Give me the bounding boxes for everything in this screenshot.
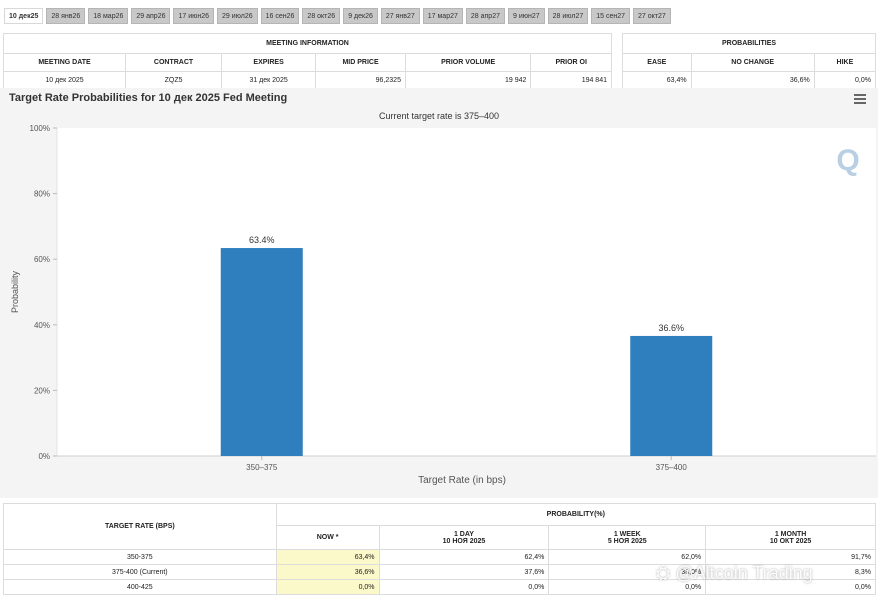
cell-now: 63,4% (275, 549, 380, 565)
period-header-date: 5 НОЯ 2025 (607, 537, 647, 545)
mid-price-value: 96,2325 (315, 71, 406, 90)
tab-meeting-15[interactable]: 27 окт27 (633, 8, 671, 24)
period-header-date: 10 ОКТ 2025 (769, 537, 812, 545)
cell-day: 0,0% (378, 579, 550, 595)
tab-meeting-3[interactable]: 29 апр26 (131, 8, 171, 24)
cell-rate: 375-400 (Current) (3, 564, 277, 580)
period-header-label: 1 MONTH (774, 530, 807, 538)
tab-meeting-4[interactable]: 17 июн26 (173, 8, 215, 24)
x-tick-label: 375–400 (656, 463, 688, 472)
bar (220, 248, 303, 456)
cell-week: 62,0% (548, 549, 707, 565)
bar-data-label: 63.4% (249, 235, 275, 245)
tab-meeting-5[interactable]: 29 июл26 (217, 8, 258, 24)
tab-meeting-6[interactable]: 16 сен26 (260, 8, 300, 24)
y-tick-label: 40% (34, 321, 50, 330)
header-prior-oi: PRIOR OI (530, 53, 612, 72)
chart-menu-icon[interactable] (854, 94, 866, 104)
meeting-info-title: MEETING INFORMATION (3, 33, 612, 54)
contract-value: ZQZ5 (125, 71, 223, 90)
table-row: 350-375 63,4% 62,4% 62,0% 91,7% (3, 549, 876, 565)
period-header-2: 1 WEEK 5 НОЯ 2025 (548, 525, 707, 550)
table-row: 375-400 (Current) 36,6% 37,6% 38,0% 8,3% (3, 564, 876, 580)
cell-now: 0,0% (275, 579, 380, 595)
tab-meeting-9[interactable]: 27 янв27 (380, 8, 420, 24)
header-contract: CONTRACT (125, 53, 223, 72)
cell-rate: 350-375 (3, 549, 277, 565)
logo-q-icon: Q (836, 144, 859, 177)
prior-oi-value: 194 841 (530, 71, 612, 90)
tab-meeting-2[interactable]: 18 мар26 (88, 8, 129, 24)
tab-meeting-1[interactable]: 28 янв26 (46, 8, 86, 24)
meeting-info-table: MEETING INFORMATION MEETING DATE CONTRAC… (2, 33, 612, 90)
tab-meeting-7[interactable]: 28 окт26 (302, 8, 341, 24)
y-tick-label: 0% (38, 452, 50, 461)
chart-marks: 0% 20% 40% 60% 80% 100% 63.4% 350–375 36.6% 375–4… (30, 124, 713, 472)
cell-month: 8,3% (705, 564, 876, 580)
x-axis-label: Target Rate (in bps) (418, 475, 506, 486)
header-ease: EASE (622, 53, 692, 72)
target-rate-header: TARGET RATE (BPS) (3, 503, 277, 550)
probability-chart: Current target rate is 375–400 Q Probabi… (10, 111, 876, 486)
table-row: 400-425 0,0% 0,0% 0,0% 0,0% (3, 579, 876, 595)
probability-history-table: TARGET RATE (BPS) PROBABILITY(%) NOW * 1 … (3, 503, 877, 595)
cell-day: 37,6% (378, 564, 550, 580)
period-header-label: 1 DAY (453, 530, 474, 538)
header-no-change: NO CHANGE (690, 53, 815, 72)
x-tick-label: 350–375 (246, 463, 278, 472)
y-tick-label: 60% (34, 255, 50, 264)
header-meeting-date: MEETING DATE (2, 53, 127, 72)
tab-meeting-11[interactable]: 28 апр27 (465, 8, 505, 24)
period-header-label: 1 WEEK (613, 530, 641, 538)
probability-header: PROBABILITY(%) (275, 503, 877, 526)
period-header-1: 1 DAY 10 НОЯ 2025 (378, 525, 550, 550)
chart-panel: Current target rate is 375–400 Q Probabi… (0, 88, 878, 498)
y-axis-label: Probability (10, 270, 20, 313)
cell-rate: 400-425 (3, 579, 277, 595)
header-mid-price: MID PRICE (315, 53, 406, 72)
meeting-tabs: 10 дек25 28 янв26 18 мар26 29 апр26 17 июн26… (4, 8, 671, 24)
cell-now: 36,6% (275, 564, 380, 580)
period-header-0: NOW * (275, 525, 380, 550)
hike-value: 0,0% (813, 71, 877, 90)
cell-week: 0,0% (548, 579, 707, 595)
bar-data-label: 36.6% (658, 323, 684, 333)
cell-week: 38,0% (548, 564, 707, 580)
tab-meeting-8[interactable]: 9 дек26 (343, 8, 378, 24)
meeting-date-value: 10 дек 2025 (2, 71, 127, 90)
y-tick-label: 80% (34, 190, 50, 199)
tab-meeting-13[interactable]: 28 июл27 (547, 8, 589, 24)
chart-subtitle: Current target rate is 375–400 (379, 111, 499, 121)
bar (630, 335, 713, 456)
cell-month: 91,7% (705, 549, 876, 565)
period-header-label: NOW * (316, 534, 339, 541)
cell-month: 0,0% (705, 579, 876, 595)
prior-volume-value: 19 942 (404, 71, 532, 90)
expires-value: 31 дек 2025 (221, 71, 317, 90)
header-prior-volume: PRIOR VOLUME (404, 53, 532, 72)
tab-meeting-10[interactable]: 17 мар27 (422, 8, 463, 24)
cell-day: 62,4% (378, 549, 550, 565)
probabilities-table: PROBABILITIES EASE NO CHANGE HIKE 63,4% … (622, 33, 877, 90)
period-header-date: 10 НОЯ 2025 (442, 537, 486, 545)
no-change-value: 36,6% (690, 71, 815, 90)
y-tick-label: 100% (30, 124, 50, 133)
header-hike: HIKE (813, 53, 877, 72)
ease-value: 63,4% (622, 71, 692, 90)
probabilities-title: PROBABILITIES (622, 33, 876, 54)
chart-title: Target Rate Probabilities for 10 дек 202… (9, 92, 288, 104)
tab-meeting-14[interactable]: 15 сен27 (591, 8, 631, 24)
tab-meeting-0[interactable]: 10 дек25 (4, 8, 44, 24)
period-header-3: 1 MONTH 10 ОКТ 2025 (705, 525, 876, 550)
plot-area (57, 128, 876, 456)
y-tick-label: 20% (34, 386, 50, 395)
header-expires: EXPIRES (221, 53, 317, 72)
tab-meeting-12[interactable]: 9 июн27 (507, 8, 545, 24)
